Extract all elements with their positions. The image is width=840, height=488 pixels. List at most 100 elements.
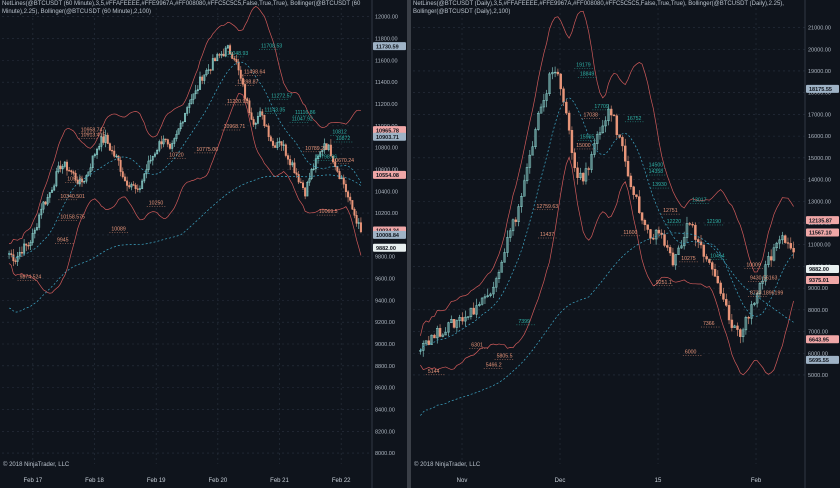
- candle-body: [506, 237, 509, 253]
- candle-body: [480, 297, 484, 305]
- candle-body: [93, 154, 96, 157]
- candle-body: [621, 137, 624, 147]
- y-tick-label: 8000.00: [808, 308, 828, 314]
- candle-body: [207, 69, 210, 71]
- candle-body: [520, 195, 523, 207]
- price-marker: [806, 355, 839, 364]
- netline-label: 11600: [623, 230, 637, 236]
- candle-body: [660, 232, 663, 235]
- candle-body: [286, 155, 289, 160]
- candle-body: [186, 107, 189, 114]
- candle-body: [252, 119, 255, 125]
- candle-body: [781, 235, 784, 241]
- panel-divider[interactable]: [407, 0, 411, 488]
- netline-label: 11272.57: [271, 93, 292, 99]
- candle-body: [710, 262, 714, 270]
- candle-body: [497, 271, 501, 279]
- candle-body: [635, 194, 638, 197]
- candle-body: [134, 184, 137, 189]
- candle-body: [438, 328, 442, 337]
- candle-body: [539, 106, 543, 114]
- candle-body: [537, 112, 540, 130]
- candle-body: [14, 260, 17, 262]
- y-tick-label: 16000.00: [808, 134, 831, 140]
- candle-body: [792, 247, 795, 253]
- candle-body: [553, 71, 557, 74]
- candle-body: [121, 171, 124, 178]
- candle-body: [761, 280, 764, 284]
- price-marker-label: 18175.55: [809, 87, 832, 93]
- netline-label: 17709: [594, 104, 609, 110]
- candle-body: [351, 200, 354, 210]
- x-tick-label: Feb: [751, 478, 762, 484]
- candle-body: [472, 307, 475, 315]
- candle-body: [68, 170, 71, 172]
- x-tick-label: 15: [655, 478, 662, 484]
- daily-chart-panel[interactable]: 5000.006000.007000.008000.009000.0010000…: [411, 0, 840, 488]
- candle-body: [280, 141, 283, 146]
- netline-label: 11047.92: [292, 116, 313, 122]
- candle-body: [775, 242, 778, 249]
- candle-body: [677, 247, 680, 255]
- candle-body: [534, 129, 537, 148]
- candle-body: [254, 122, 257, 125]
- netline-label: 10872: [336, 136, 351, 142]
- candle-body: [786, 242, 790, 244]
- candle-body: [321, 149, 324, 152]
- y-tick-label: 11600.00: [375, 58, 398, 64]
- candle-body: [355, 215, 358, 224]
- y-tick-label: 9000.00: [375, 342, 395, 348]
- candle-body: [214, 58, 217, 62]
- candle-body: [222, 53, 225, 57]
- daily-chart-svg[interactable]: 5000.006000.007000.008000.009000.0010000…: [411, 0, 840, 488]
- candle-body: [464, 316, 467, 322]
- y-tick-label: 10200.00: [375, 211, 398, 217]
- candle-body: [78, 178, 81, 185]
- candle-body: [427, 340, 431, 345]
- candle-body: [40, 208, 43, 216]
- netline-label: 10414: [710, 254, 725, 260]
- candle-body: [115, 155, 118, 158]
- candle-body: [778, 239, 781, 244]
- netline-label: 12220: [667, 219, 682, 225]
- price-marker: [806, 84, 839, 93]
- candle-body: [310, 169, 313, 179]
- candle-body: [327, 144, 330, 150]
- candle-body: [233, 58, 236, 60]
- hourly-chart-panel[interactable]: 8000.00 8200.00 8400.00 8600.00 8800.00 9000.…: [0, 0, 407, 488]
- price-marker-label: 10554.08: [376, 173, 399, 179]
- candle-body: [102, 136, 105, 143]
- bollinger-middle-band: [420, 97, 794, 351]
- candle-body: [741, 329, 745, 337]
- hourly-chart-svg[interactable]: 8000.00 8200.00 8400.00 8600.00 8800.00 9000.…: [0, 0, 407, 488]
- candle-body: [44, 201, 47, 205]
- candle-body: [111, 149, 114, 152]
- candle-body: [50, 189, 53, 193]
- candle-body: [342, 177, 345, 185]
- candle-body: [85, 175, 88, 182]
- candle-body: [117, 155, 120, 161]
- candle-body: [652, 238, 655, 240]
- bollinger-long-band: [8, 174, 362, 313]
- candle-body: [685, 223, 689, 238]
- y-tick-label: 21000.00: [808, 26, 831, 32]
- candle-body: [556, 71, 560, 75]
- candle-body: [149, 159, 152, 162]
- y-tick-label: 7000.00: [808, 330, 828, 336]
- candle-body: [205, 70, 208, 76]
- candle-body: [584, 168, 588, 182]
- candle-body: [126, 180, 129, 186]
- candle-body: [259, 111, 262, 117]
- candle-body: [83, 180, 86, 183]
- candle-body: [590, 154, 593, 170]
- candle-body: [430, 334, 433, 345]
- netline-label: 11143.35: [264, 108, 285, 114]
- price-marker: [373, 42, 406, 51]
- y-tick-label: 13000.00: [808, 199, 831, 205]
- price-marker-label: 11730.59: [376, 44, 399, 50]
- candle-body: [42, 201, 45, 210]
- candle-body: [638, 196, 641, 213]
- candle-body: [12, 254, 15, 262]
- price-marker-label: 10903.71: [376, 135, 399, 141]
- candle-body: [183, 113, 187, 123]
